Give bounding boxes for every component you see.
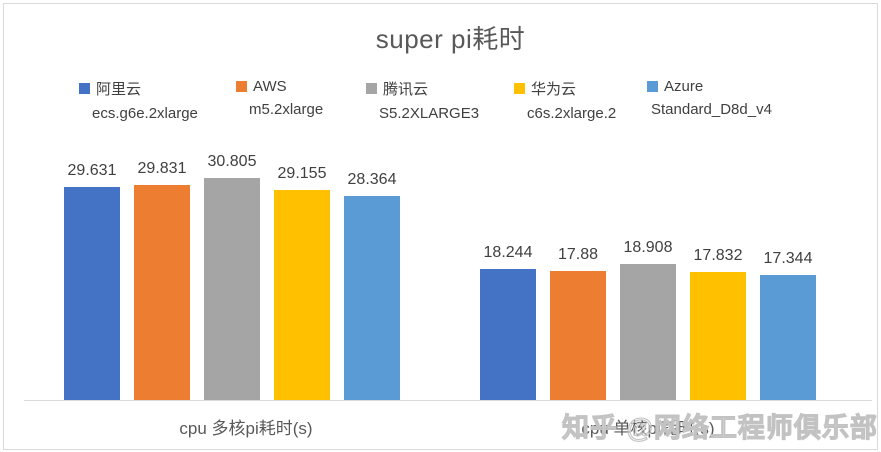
bar (620, 264, 676, 400)
bar (344, 196, 400, 400)
bar (480, 269, 536, 400)
bar-value-label: 29.831 (137, 160, 187, 177)
legend-instance: S5.2XLARGE3 (379, 105, 480, 122)
bar (760, 275, 816, 400)
legend-swatch-aws-icon (236, 81, 247, 92)
bar-value-label: 17.88 (557, 246, 599, 263)
legend-swatch-aliyun-icon (79, 83, 90, 94)
legend-name: AWS (253, 78, 287, 95)
legend: 阿里云 ecs.g6e.2xlarge AWS m5.2xlarge 腾讯云 S… (0, 78, 881, 128)
bar-value-label: 17.832 (693, 247, 743, 264)
bar (274, 190, 330, 400)
legend-instance: m5.2xlarge (249, 101, 324, 118)
watermark: 知乎 @网络工程师俱乐部 (562, 413, 878, 444)
bar (550, 271, 606, 400)
chart-title: super pi耗时 (375, 24, 526, 54)
category-label-singlecore: cpu 单核pi耗时(s) (581, 419, 715, 438)
x-axis-line (24, 400, 872, 401)
legend-name: Azure (664, 78, 704, 95)
bar-value-label: 29.631 (67, 162, 117, 179)
category-label-multicore: cpu 多核pi耗时(s) (179, 419, 313, 438)
legend-name: 华为云 (531, 81, 577, 98)
legend-swatch-tencent-icon (366, 83, 377, 94)
legend-swatch-azure-icon (647, 81, 658, 92)
legend-item-aliyun: 阿里云 ecs.g6e.2xlarge (79, 78, 198, 122)
bar-value-label: 30.805 (207, 153, 257, 170)
legend-swatch-huawei-icon (514, 83, 525, 94)
bar-value-label: 28.364 (347, 171, 397, 188)
legend-item-aws: AWS m5.2xlarge (236, 78, 323, 118)
bar-value-label: 18.244 (483, 244, 533, 261)
bar-value-label: 29.155 (277, 165, 327, 182)
bar-value-label: 18.908 (623, 239, 673, 256)
legend-name: 腾讯云 (383, 81, 429, 98)
legend-item-tencent: 腾讯云 S5.2XLARGE3 (366, 78, 479, 122)
legend-instance: ecs.g6e.2xlarge (92, 105, 198, 122)
bar (690, 272, 746, 400)
legend-name: 阿里云 (96, 81, 142, 98)
bar (204, 178, 260, 400)
legend-instance: Standard_D8d_v4 (651, 101, 772, 118)
bar (64, 187, 120, 400)
legend-item-azure: Azure Standard_D8d_v4 (647, 78, 772, 118)
bar-value-label: 17.344 (763, 250, 813, 267)
legend-instance: c6s.2xlarge.2 (527, 105, 617, 122)
bar (134, 185, 190, 400)
legend-item-huawei: 华为云 c6s.2xlarge.2 (514, 78, 616, 122)
